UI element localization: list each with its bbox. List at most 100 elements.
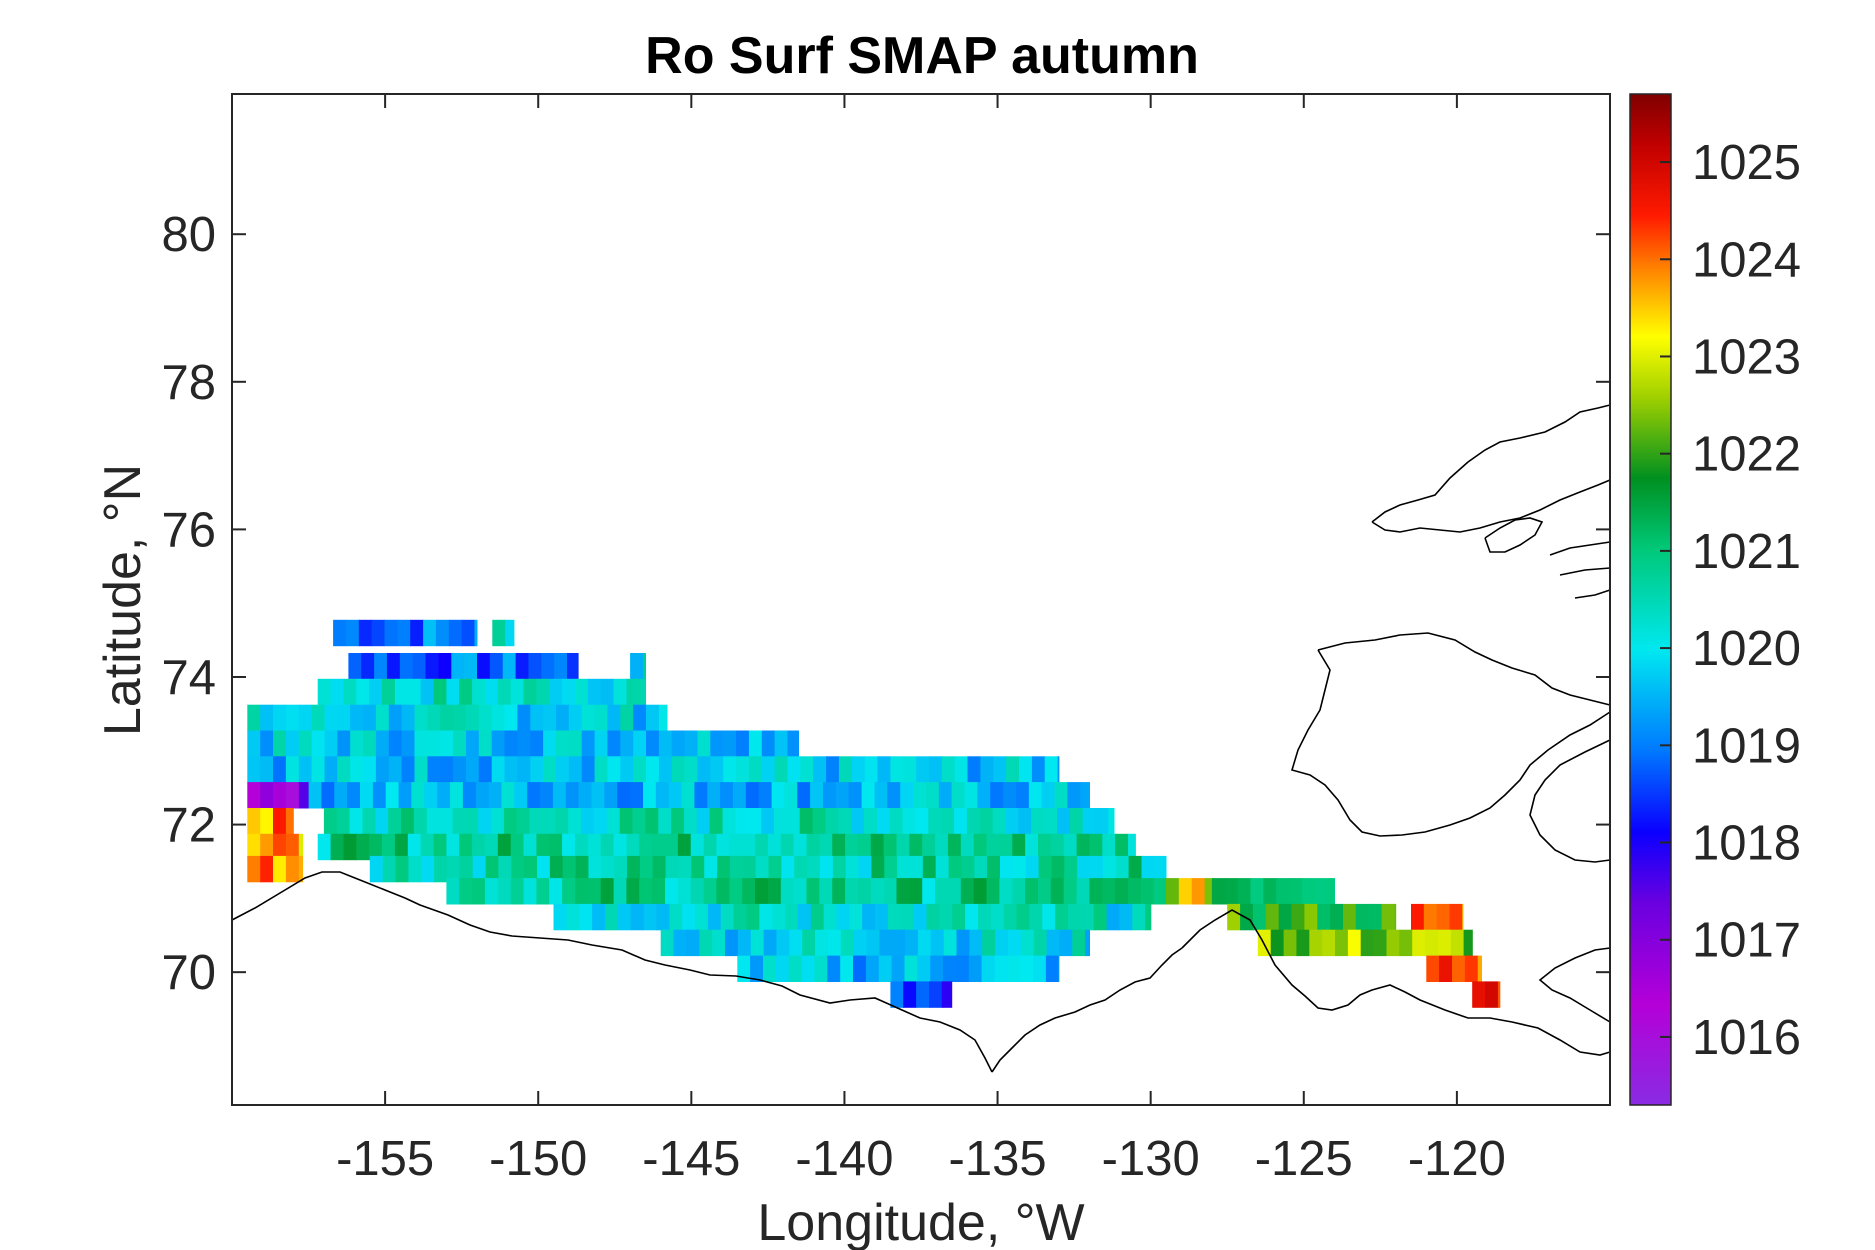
heatmap-cell xyxy=(543,704,557,732)
heatmap-cell xyxy=(1108,808,1115,835)
heatmap-cell xyxy=(1082,808,1097,835)
heatmap-cell xyxy=(1449,903,1463,931)
heatmap-cell xyxy=(1006,756,1020,783)
coastline-prince-patrick-lake xyxy=(1484,517,1544,553)
heatmap-cell xyxy=(1019,756,1033,783)
heatmap-cell xyxy=(620,704,634,732)
heatmap-cell xyxy=(858,855,872,883)
heatmap-cell xyxy=(510,833,525,861)
heatmap-cell xyxy=(488,782,503,809)
x-tick-label: -145 xyxy=(642,1132,740,1186)
heatmap-cell xyxy=(1041,782,1056,809)
heatmap-cell xyxy=(517,730,531,757)
heatmap-cell xyxy=(1025,833,1039,861)
heatmap-cell xyxy=(729,878,743,905)
heatmap-cell xyxy=(347,782,361,809)
colorbar-ticks: 1016 1017 1018 1019 1020 1021 1022 1023 1024 1025 xyxy=(1660,136,1801,1065)
heatmap-cell xyxy=(979,808,994,835)
heatmap-cell xyxy=(929,756,943,783)
heatmap-cell xyxy=(759,903,773,931)
x-tick-label: -150 xyxy=(489,1132,587,1186)
heatmap-cell xyxy=(311,756,326,783)
plot-area xyxy=(231,94,1611,1105)
heatmap-cell xyxy=(853,929,868,957)
heatmap-cell xyxy=(395,855,409,883)
heatmap-cell xyxy=(813,756,827,783)
heatmap-cell xyxy=(575,833,589,861)
heatmap-cell xyxy=(995,929,1009,957)
heatmap-cell xyxy=(1227,903,1241,931)
heatmap-cell xyxy=(1314,878,1329,905)
heatmap-cell xyxy=(600,833,615,861)
heatmap-cell xyxy=(1360,929,1375,957)
heatmap-cell xyxy=(917,929,932,957)
heatmap-cell xyxy=(862,903,876,931)
heatmap-cell xyxy=(1283,929,1298,957)
heatmap-cell xyxy=(1050,833,1065,861)
heatmap-cell xyxy=(913,782,927,809)
heatmap-cell xyxy=(336,808,351,835)
heatmap-cell xyxy=(362,808,376,835)
heatmap-cell xyxy=(337,704,351,732)
heatmap-cell xyxy=(398,782,413,809)
heatmap-cell xyxy=(1068,903,1082,931)
heatmap-cell xyxy=(671,730,686,757)
heatmap-cell xyxy=(568,704,583,732)
heatmap-cell xyxy=(763,955,777,982)
heatmap-cell xyxy=(1252,903,1267,931)
heatmap-cell xyxy=(947,833,962,861)
heatmap-cell xyxy=(501,782,515,809)
colorbar-tick-label: 1016 xyxy=(1692,1011,1801,1065)
heatmap-cell xyxy=(607,756,621,783)
heatmap-cell xyxy=(861,782,876,809)
heatmap-cell xyxy=(375,730,390,757)
coastline-banks-island xyxy=(1290,632,1611,837)
heatmap-cell xyxy=(330,833,345,861)
heatmap-cell xyxy=(330,678,345,706)
heatmap-cell xyxy=(614,855,628,883)
heatmap-cell xyxy=(1128,833,1136,861)
heatmap-cell xyxy=(973,833,988,861)
heatmap-cell xyxy=(1355,903,1370,931)
heatmap-cell xyxy=(1102,833,1116,861)
heatmap-cell xyxy=(587,678,602,706)
heatmap-cell xyxy=(1411,903,1425,931)
heatmap-cell xyxy=(806,833,820,861)
heatmap-cell xyxy=(382,833,396,861)
heatmap-cell xyxy=(620,756,634,783)
heatmap-cell xyxy=(343,833,357,861)
heatmap-cell xyxy=(478,704,493,732)
heatmap-cell xyxy=(922,855,937,883)
heatmap-cell xyxy=(681,782,695,809)
heatmap-cell xyxy=(877,756,891,783)
heatmap-cell xyxy=(1141,855,1155,883)
heatmap-cell xyxy=(686,929,700,957)
heatmap-cell xyxy=(1069,808,1084,835)
heatmap-cell xyxy=(890,756,904,783)
heatmap-cell xyxy=(587,833,602,861)
heatmap-cell xyxy=(592,903,606,931)
heatmap-cell xyxy=(505,619,515,647)
heatmap-cell xyxy=(750,955,764,982)
heatmap-cell xyxy=(498,855,512,883)
heatmap-cell xyxy=(643,653,646,680)
heatmap-cell xyxy=(438,653,452,680)
heatmap-cell xyxy=(1289,878,1303,905)
heatmap-cell xyxy=(658,730,673,757)
heatmap-cell xyxy=(414,756,428,783)
heatmap-cell xyxy=(1106,903,1121,931)
heatmap-cell xyxy=(260,808,274,835)
heatmap-cell xyxy=(562,878,576,905)
heatmap-cell xyxy=(853,955,867,982)
heatmap-cell xyxy=(660,929,675,957)
heatmap-cell xyxy=(1373,929,1388,957)
heatmap-cell xyxy=(775,955,790,982)
heatmap-cell xyxy=(452,808,466,835)
heatmap-cell xyxy=(1394,903,1397,931)
heatmap-cell xyxy=(334,782,348,809)
heatmap-cell xyxy=(485,855,500,883)
heatmap-cell xyxy=(785,903,799,931)
heatmap-cell xyxy=(948,855,963,883)
heatmap-cell xyxy=(951,782,966,809)
heatmap-cell xyxy=(1063,833,1078,861)
